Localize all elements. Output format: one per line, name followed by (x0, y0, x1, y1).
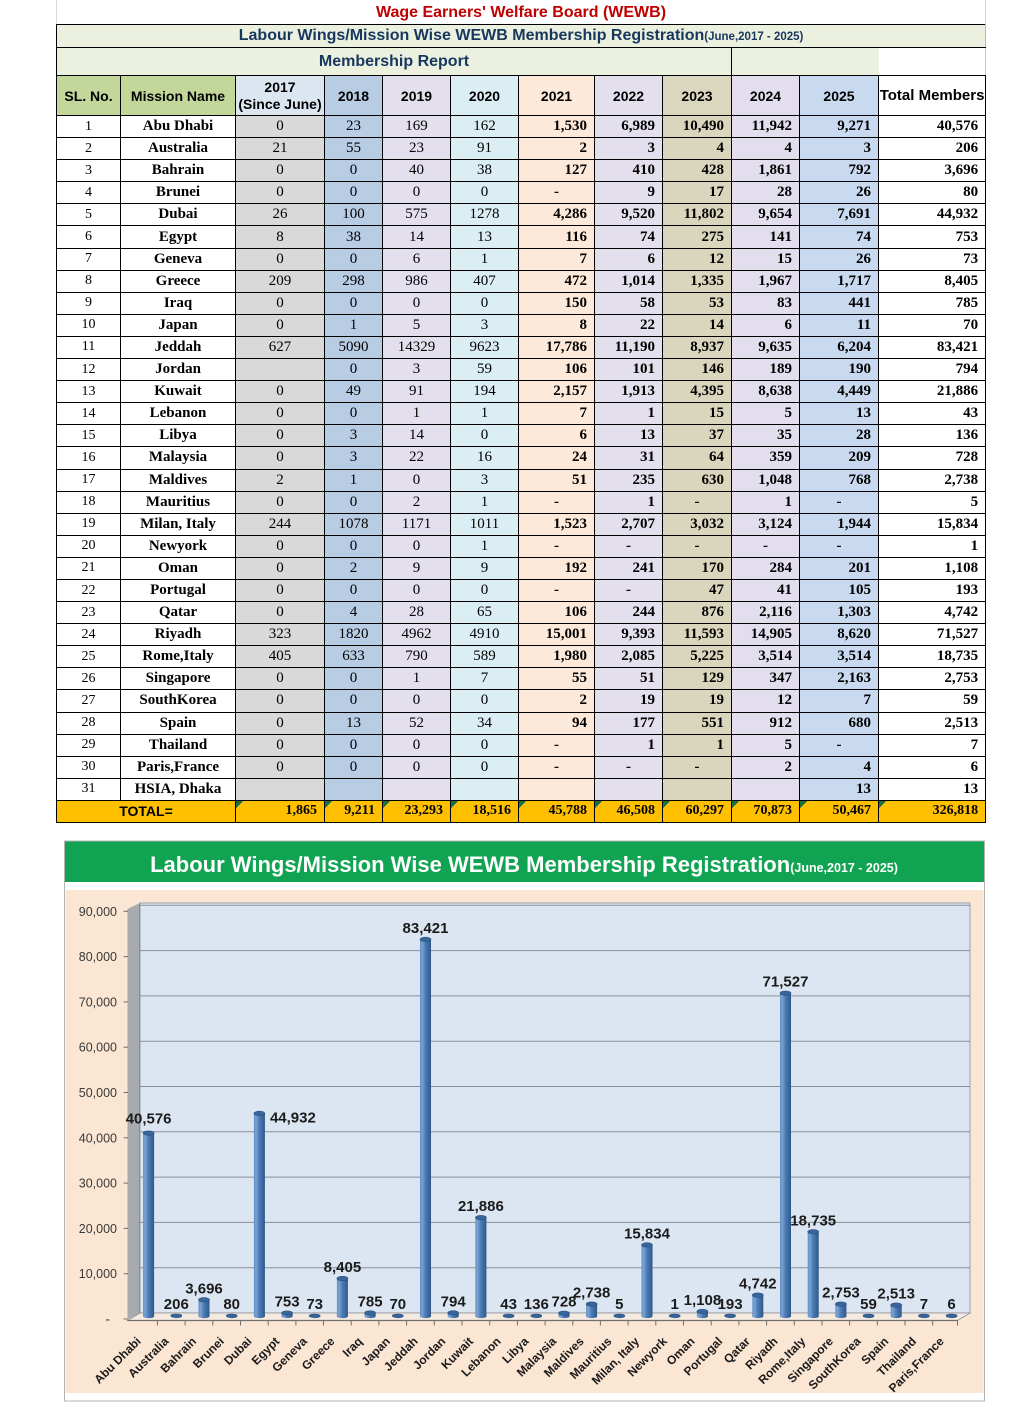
svg-text:5: 5 (615, 1296, 623, 1313)
svg-text:15,834: 15,834 (624, 1225, 671, 1242)
svg-text:83,421: 83,421 (403, 920, 449, 937)
svg-text:Labour Wings/Mission Wise WEWB: Labour Wings/Mission Wise WEWB Membershi… (150, 852, 898, 877)
svg-text:70,000: 70,000 (79, 995, 117, 1009)
svg-text:2,738: 2,738 (573, 1285, 611, 1302)
svg-text:136: 136 (524, 1296, 549, 1313)
svg-text:80: 80 (223, 1296, 240, 1313)
svg-text:71,527: 71,527 (763, 974, 809, 991)
svg-text:-: - (106, 1312, 111, 1327)
svg-text:59: 59 (860, 1296, 877, 1313)
svg-text:753: 753 (275, 1294, 300, 1311)
svg-text:21,886: 21,886 (458, 1198, 504, 1215)
svg-text:1,108: 1,108 (684, 1292, 722, 1309)
svg-text:40,576: 40,576 (126, 1111, 172, 1128)
svg-text:90,000: 90,000 (79, 905, 117, 919)
svg-text:193: 193 (718, 1296, 743, 1313)
svg-text:2,513: 2,513 (877, 1286, 915, 1303)
svg-text:728: 728 (551, 1294, 576, 1311)
svg-text:60,000: 60,000 (79, 1041, 117, 1055)
svg-text:10,000: 10,000 (79, 1267, 117, 1281)
svg-text:44,932: 44,932 (270, 1109, 316, 1126)
svg-text:70: 70 (389, 1296, 406, 1313)
svg-text:7: 7 (920, 1296, 928, 1313)
svg-text:8,405: 8,405 (324, 1259, 362, 1276)
svg-text:18,735: 18,735 (790, 1212, 836, 1229)
svg-text:20,000: 20,000 (79, 1222, 117, 1236)
svg-text:40,000: 40,000 (79, 1131, 117, 1145)
svg-text:3,696: 3,696 (185, 1280, 223, 1297)
svg-text:2,753: 2,753 (822, 1285, 860, 1302)
svg-text:50,000: 50,000 (79, 1086, 117, 1100)
svg-text:1: 1 (671, 1296, 679, 1313)
svg-text:785: 785 (358, 1294, 383, 1311)
svg-text:206: 206 (164, 1296, 189, 1313)
svg-text:73: 73 (306, 1296, 323, 1313)
svg-text:4,742: 4,742 (739, 1276, 777, 1293)
svg-text:6: 6 (947, 1296, 955, 1313)
svg-text:43: 43 (500, 1296, 517, 1313)
svg-text:80,000: 80,000 (79, 950, 117, 964)
svg-text:30,000: 30,000 (79, 1177, 117, 1191)
svg-text:794: 794 (441, 1293, 467, 1310)
